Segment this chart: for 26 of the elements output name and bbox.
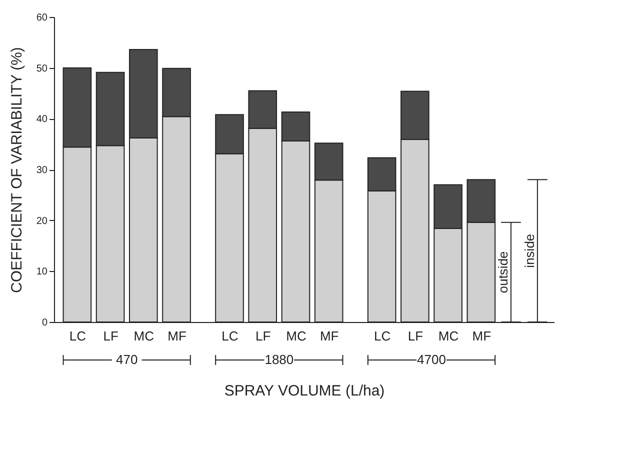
- text: inside: [522, 234, 538, 268]
- x-tick-label: LF: [408, 328, 424, 344]
- y-axis-title: COEFFICIENT OF VARIABILITY (%): [8, 47, 26, 293]
- text: 4700: [417, 352, 446, 367]
- x-tick-label: MC: [438, 328, 459, 344]
- y-tick-label: 20: [36, 216, 48, 227]
- y-tick-label: 30: [36, 165, 48, 176]
- x-tick-label: LC: [69, 328, 86, 344]
- text: 470: [116, 352, 138, 367]
- y-tick-label: 10: [36, 266, 48, 278]
- y-tick-label: 50: [36, 63, 48, 74]
- y-tick-label: 0: [42, 318, 48, 328]
- x-tick-label: MF: [168, 328, 186, 344]
- x-tick-label: MC: [134, 328, 154, 344]
- x-tick-label: LF: [103, 328, 118, 344]
- text: 1880: [264, 352, 294, 367]
- annotation: outside: [496, 251, 511, 294]
- x-tick-label: LF: [256, 328, 271, 344]
- x-tick-label: MF: [320, 328, 339, 344]
- x-tick-label: LC: [374, 328, 391, 344]
- y-tick-label: 40: [36, 114, 48, 126]
- x-tick-label: MC: [286, 328, 306, 344]
- y-tick-label: 60: [36, 12, 48, 24]
- x-tick-label: MF: [472, 328, 492, 344]
- x-axis-title: SPRAY VOLUME (L/ha): [224, 382, 385, 400]
- x-tick-label: LC: [222, 328, 238, 344]
